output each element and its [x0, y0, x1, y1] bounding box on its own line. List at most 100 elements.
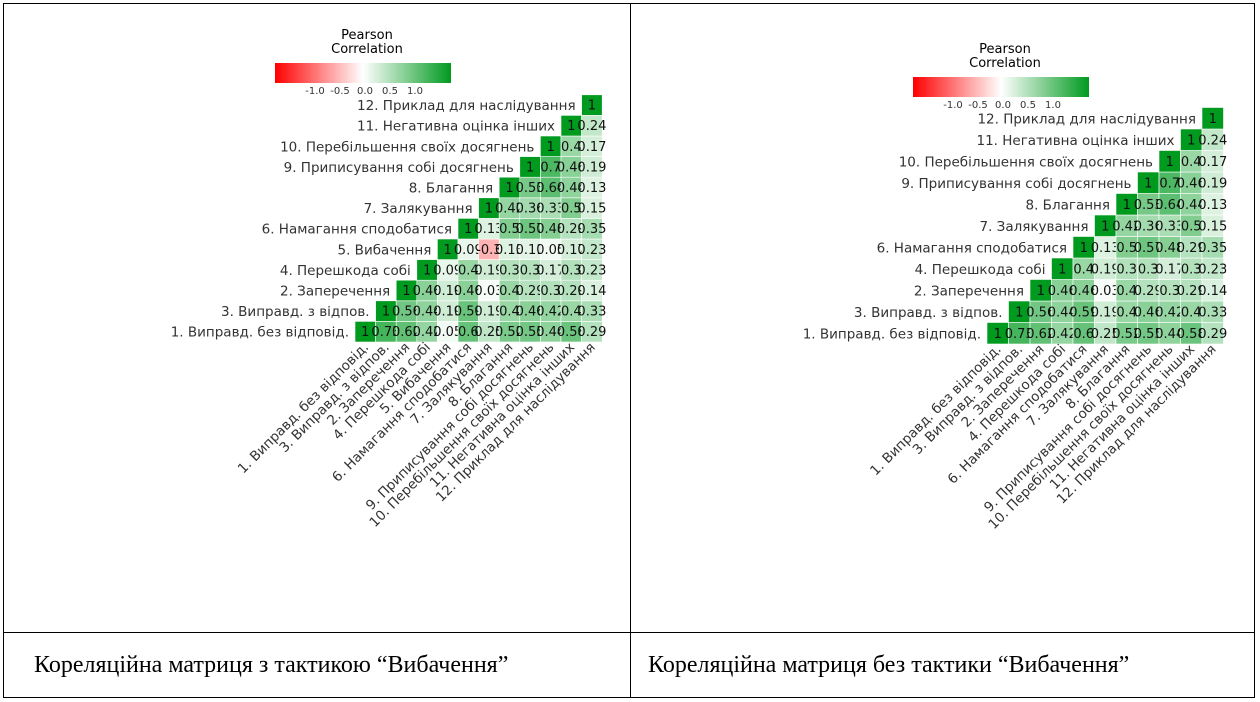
row-label: 11. Негативна оцінка інших — [357, 119, 555, 135]
cell-value-label: 0.4 — [458, 263, 479, 278]
cell-value-label: 0.6 — [458, 325, 479, 340]
cell-value-label: 0.46 — [454, 284, 483, 299]
cell-value-label: 0.36 — [1134, 219, 1163, 234]
cell-value-label: 0.56 — [392, 305, 421, 320]
cell-value-label: 0.7 — [1159, 176, 1180, 191]
cell-value-label: 0.15 — [1198, 219, 1227, 234]
cell-value-label: 0.4 — [1181, 155, 1202, 170]
cell-value-label: 1 — [1144, 176, 1152, 191]
cell-value-label: 0.57 — [1134, 241, 1163, 256]
cell-value-label: 1 — [444, 243, 452, 258]
legend-tick-label: -0.5 — [330, 86, 350, 97]
cell-value-label: 0.35 — [577, 222, 606, 237]
cell-value-label: 0.46 — [516, 305, 545, 320]
cell-value-label: 1 — [588, 99, 596, 114]
cell-value-label: 0.09 — [454, 243, 483, 258]
cell-value-label: 0.42 — [1155, 305, 1184, 320]
cell-value-label: 0.48 — [536, 222, 565, 237]
left-correlation-heatmap: 1 0.730.620.420.050.60.250.520.550.440.58… — [171, 28, 607, 531]
cell-value-label: 1 — [1166, 155, 1174, 170]
cell-value-label: 0.55 — [516, 325, 545, 340]
legend-tick-label: 0.5 — [382, 86, 398, 97]
cell-value-label: 0.59 — [1069, 305, 1098, 320]
cell-value-label: 1 — [567, 119, 575, 134]
cell-value-label: 0.29 — [557, 284, 586, 299]
left-heatmap-panel: 1 0.73 0.62 0.42 0.05 0.6 0.25 0.52 0.55 0.44 0.58… — [5, 5, 629, 630]
cell-value-label: 0.19 — [433, 305, 462, 320]
cell-value-label: 0.05 — [536, 243, 565, 258]
legend-tick-label: -1.0 — [305, 86, 325, 97]
column-divider — [630, 3, 631, 698]
cell-value-label: 0.64 — [1155, 198, 1184, 213]
cell-value-label: 0.29 — [557, 222, 586, 237]
row-label: 4. Перешкода собі — [280, 263, 411, 279]
cell-value-label: 0.53 — [1134, 198, 1163, 213]
legend-tick-label: -0.5 — [968, 100, 988, 111]
cell-value-label: 0.46 — [1134, 305, 1163, 320]
cell-value-label: 0.23 — [577, 243, 606, 258]
cell-value-label: 0.5 — [1181, 219, 1202, 234]
cell-value-label: 0.73 — [371, 325, 400, 340]
cell-value-label: 0.4 — [1181, 305, 1202, 320]
heatmap-cells: 1 0.730.620.420.050.60.250.520.550.440.58… — [354, 94, 606, 343]
cell-value-label: 0.24 — [1198, 133, 1227, 148]
cell-value-label: 0.14 — [1198, 284, 1227, 299]
cell-value-label: 0.73 — [1005, 327, 1034, 342]
table-frame — [3, 3, 1255, 698]
cell-value-label: 0.7 — [540, 160, 561, 175]
cell-value-label: 1 — [1080, 241, 1088, 256]
cell-value-label: 0.19 — [1091, 305, 1120, 320]
cell-value-label: 0.03 — [474, 284, 503, 299]
row-label: 7. Залякування — [980, 219, 1089, 235]
cell-value-label: 0.58 — [1177, 327, 1206, 342]
legend-tick-label: -1.0 — [943, 100, 963, 111]
cell-value-label: 0.3 — [540, 284, 561, 299]
cell-value-label: 0.19 — [474, 263, 503, 278]
cell-value-label: 0.4 — [561, 305, 582, 320]
cell-value-label: 0.29 — [577, 325, 606, 340]
row-label: 2. Заперечення — [914, 283, 1024, 299]
cell-value-label: 0.5 — [499, 222, 520, 237]
cell-value-label: 0.4 — [1073, 262, 1094, 277]
row-label: 2. Заперечення — [280, 284, 390, 300]
legend-title: Pearson — [341, 28, 393, 43]
cell-value-label: 0.14 — [577, 284, 606, 299]
cell-value-label: 0.33 — [536, 202, 565, 217]
cell-value-label: 0.09 — [433, 263, 462, 278]
cell-value-label: 1 — [423, 263, 431, 278]
cell-value-label: 0.3 — [1138, 262, 1159, 277]
left-caption: Кореляційна матриця з тактикою “Вибаченн… — [34, 651, 509, 678]
cell-value-label: 1 — [505, 181, 513, 196]
cell-value-label: 1 — [485, 202, 493, 217]
row-label: 3. Виправд. з відпов. — [854, 305, 1003, 321]
cell-value-label: 0.4 — [499, 284, 520, 299]
cell-value-label: 0.05 — [433, 325, 462, 340]
cell-value-label: 0.17 — [1155, 262, 1184, 277]
cell-value-label: 0.3 — [520, 263, 541, 278]
cell-value-label: 0.46 — [1069, 284, 1098, 299]
cell-value-label: 0.29 — [1177, 241, 1206, 256]
cell-value-label: 0.46 — [1048, 284, 1077, 299]
cell-value-label: 0.6 — [1073, 327, 1094, 342]
cell-value-label: 0.44 — [557, 181, 586, 196]
row-label: 9. Приписування собі досягнень — [901, 176, 1131, 192]
cell-value-label: 0.44 — [1155, 327, 1184, 342]
cell-value-label: 1 — [994, 327, 1002, 342]
cell-value-label: 0.3 — [499, 263, 520, 278]
row-label: 6. Намагання сподобатися — [877, 240, 1067, 256]
legend-tick-label: 0.5 — [1020, 100, 1036, 111]
heatmap-cell — [1201, 107, 1224, 130]
row-label: 3. Виправд. з відпов. — [221, 304, 370, 320]
cell-value-label: 1 — [1209, 112, 1217, 127]
cell-value-label: 0.25 — [474, 325, 503, 340]
cell-value-label: 0.29 — [516, 284, 545, 299]
cell-value-label: 0.25 — [1091, 327, 1120, 342]
cell-value-label: 0.59 — [454, 305, 483, 320]
heatmap-cells: 1 0.730.620.420.60.250.520.550.440.580.29… — [986, 107, 1227, 345]
cell-value-label: 0.62 — [392, 325, 421, 340]
row-label: 12. Приклад для наслідування — [357, 98, 576, 114]
cell-value-label: 0.03 — [1091, 284, 1120, 299]
cell-value-label: 0.3 — [1181, 262, 1202, 277]
cell-value-label: 0.24 — [577, 119, 606, 134]
